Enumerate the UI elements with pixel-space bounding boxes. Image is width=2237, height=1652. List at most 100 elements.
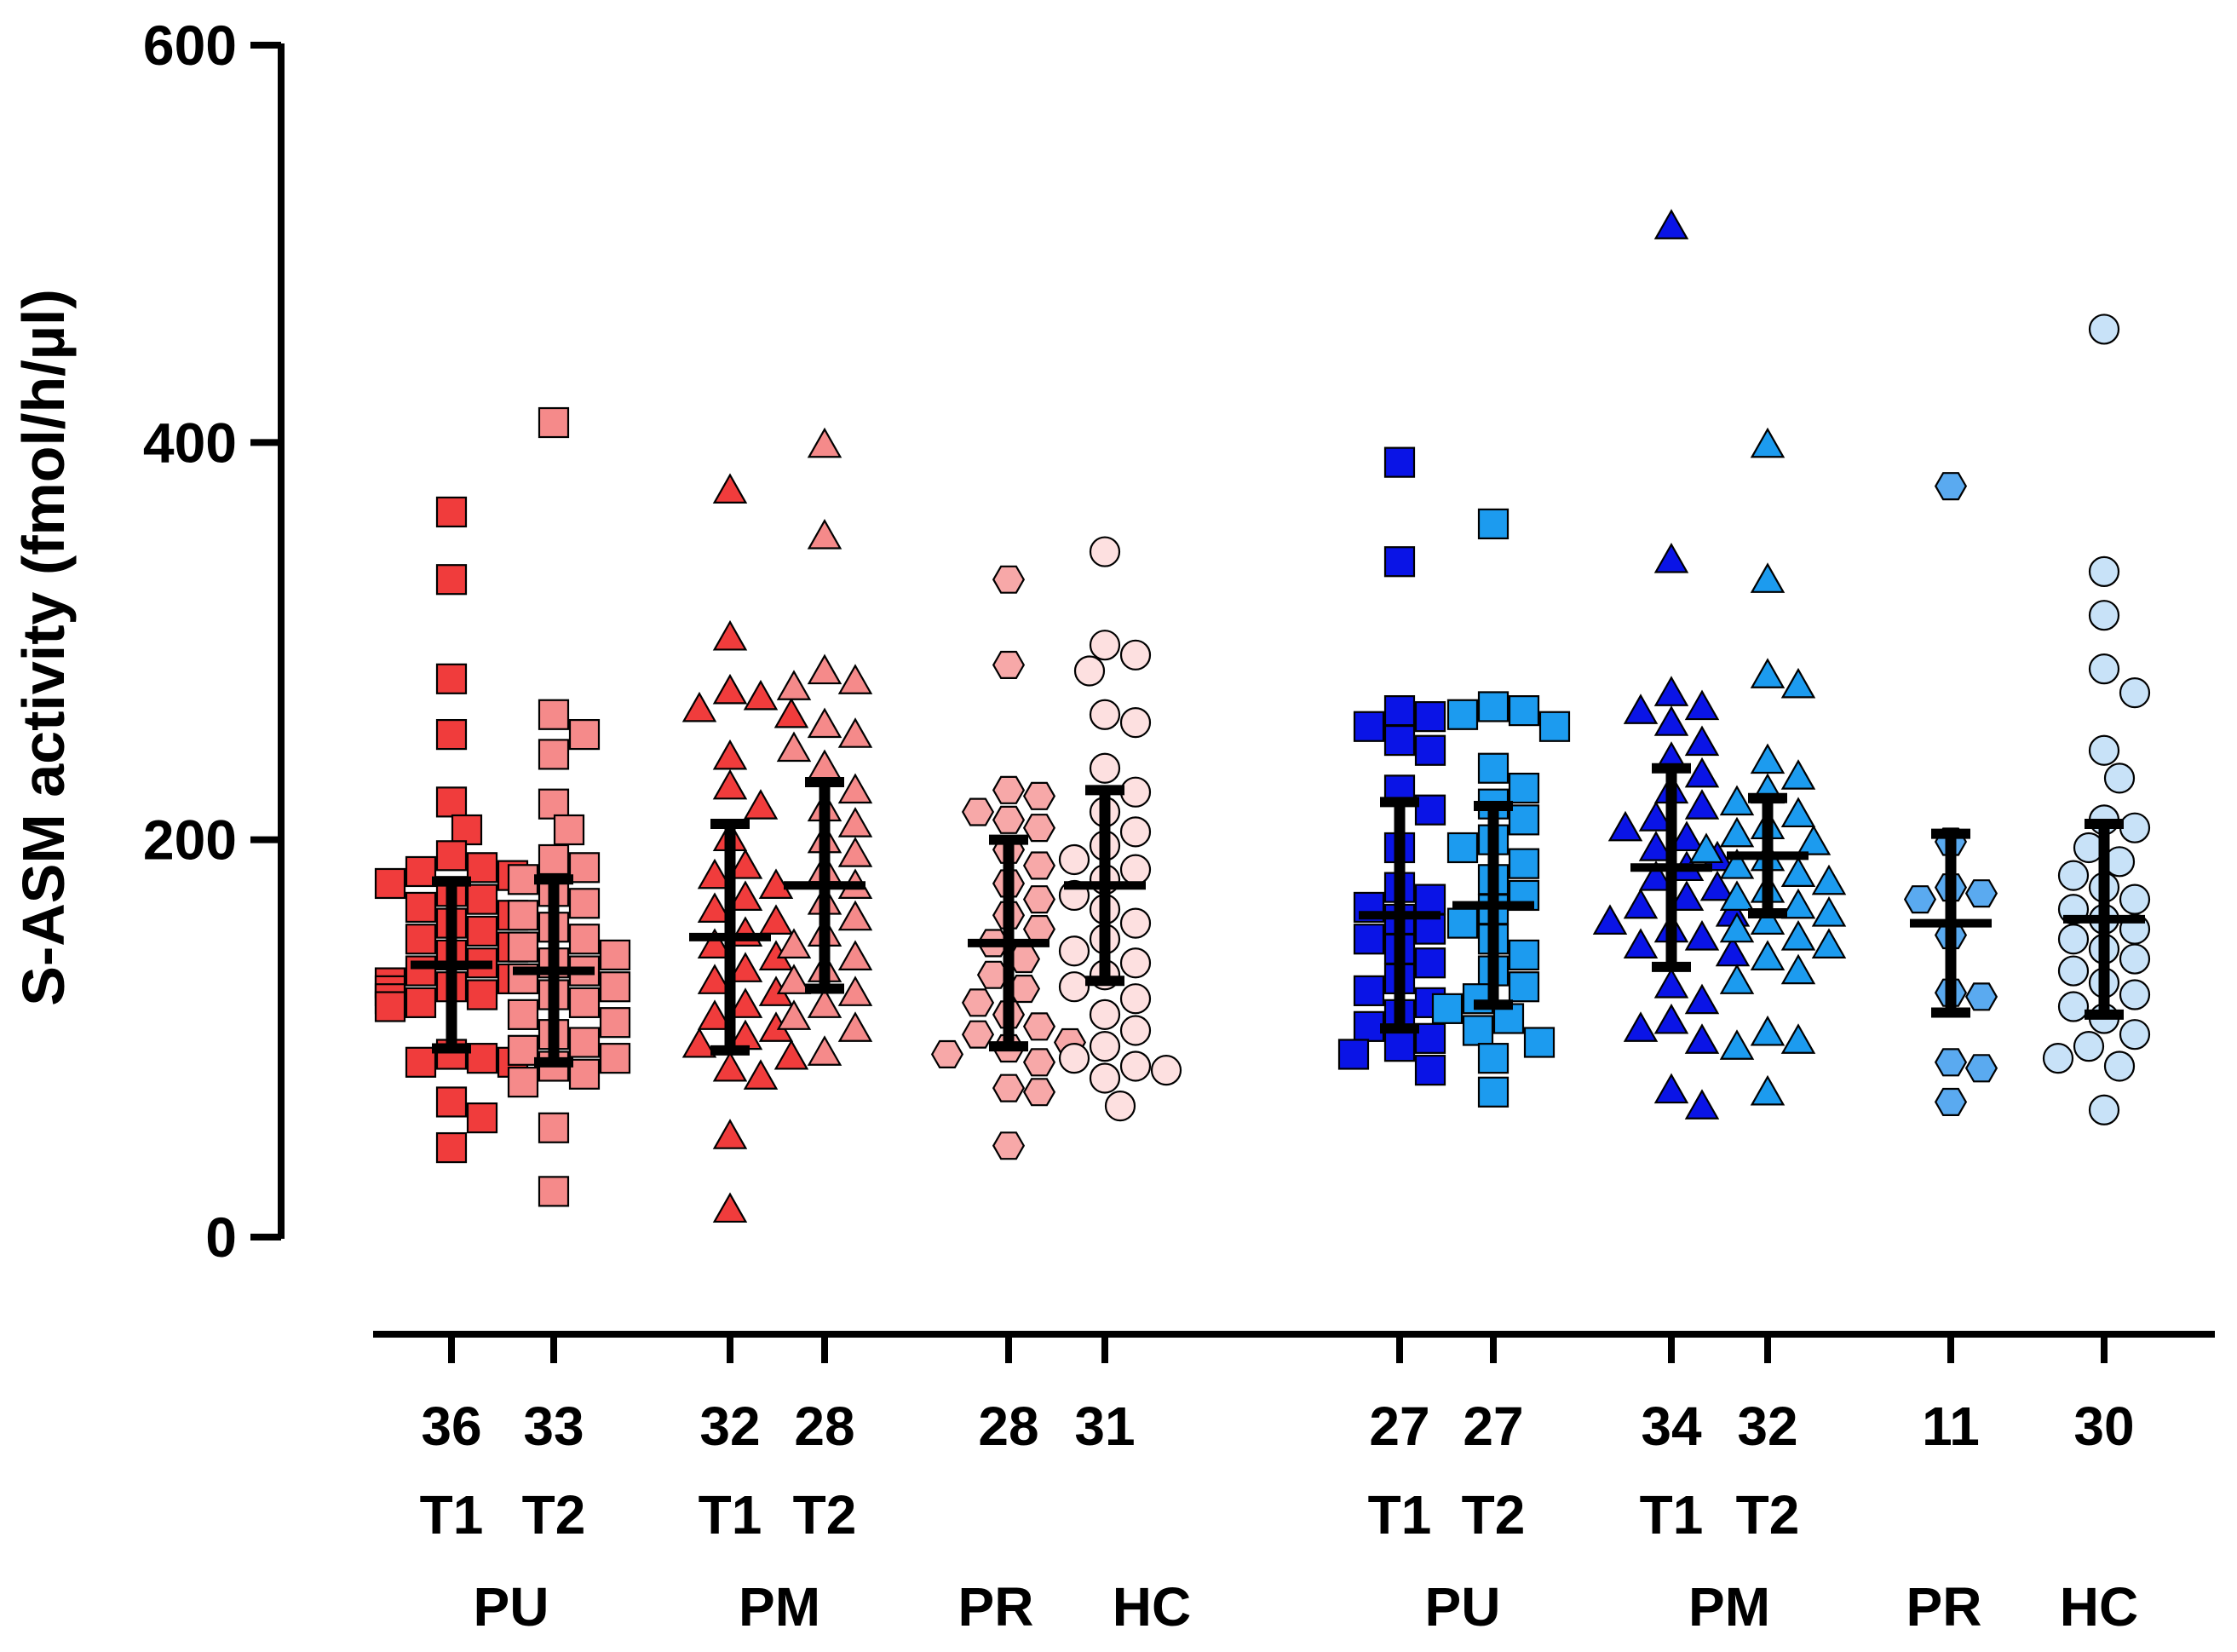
data-point: [1119, 854, 1152, 885]
y-tick-label: 0: [205, 1206, 237, 1269]
data-point: [599, 1007, 631, 1039]
data-point: [1669, 820, 1705, 852]
data-point: [1750, 1074, 1786, 1106]
condition-label: HC: [2060, 1576, 2138, 1638]
data-point: [1119, 776, 1152, 808]
data-point: [1684, 919, 1720, 951]
data-point: [1653, 967, 1689, 999]
data-point: [992, 1131, 1026, 1160]
data-point: [1508, 971, 1540, 1003]
data-point: [2119, 884, 2151, 915]
data-point: [507, 1067, 539, 1098]
data-point: [1414, 734, 1446, 766]
series-g3: [681, 473, 809, 1223]
data-point: [681, 691, 717, 722]
data-point: [1653, 676, 1689, 706]
data-point: [2057, 955, 2090, 987]
data-point: [1653, 1073, 1689, 1104]
data-point: [1719, 785, 1755, 816]
data-point: [1022, 814, 1056, 843]
data-point: [1964, 879, 1998, 908]
y-axis-label: S-ASM activity (fmol/h/µl): [10, 289, 77, 1006]
data-point: [1719, 880, 1755, 911]
data-point: [1119, 983, 1152, 1015]
series-g10: [1688, 427, 1847, 1106]
condition-label: PR: [958, 1576, 1034, 1638]
data-point: [837, 940, 873, 970]
data-point: [1780, 667, 1816, 699]
group-time-label: T2: [793, 1484, 857, 1546]
errorbar-g7: [1359, 797, 1441, 1034]
data-point: [538, 1176, 570, 1207]
data-point: [837, 1011, 873, 1042]
data-point: [1684, 689, 1720, 721]
group-n-label: 33: [523, 1396, 584, 1457]
data-point: [2057, 991, 2090, 1022]
data-point: [2103, 763, 2136, 794]
data-point: [568, 852, 601, 884]
data-point: [712, 739, 748, 770]
data-point: [1780, 797, 1816, 828]
errorbar-g1: [411, 876, 492, 1054]
data-point: [961, 988, 995, 1017]
data-point: [466, 884, 498, 915]
data-point: [1446, 699, 1479, 730]
data-point: [2057, 860, 2090, 891]
data-point: [976, 960, 1010, 989]
data-point: [758, 904, 794, 935]
errorbar-g6: [1064, 785, 1146, 987]
data-point: [961, 1020, 995, 1049]
data-point: [435, 718, 468, 751]
data-point: [1383, 546, 1416, 578]
group-n-label: 36: [421, 1396, 481, 1457]
group-n-label: 32: [1737, 1396, 1797, 1457]
data-point: [1699, 870, 1735, 901]
data-point: [374, 991, 406, 1022]
data-point: [1750, 743, 1786, 774]
data-point: [538, 699, 570, 730]
data-point: [961, 797, 995, 826]
data-point: [1719, 849, 1755, 879]
data-point: [507, 1034, 539, 1066]
data-point: [1903, 885, 1937, 914]
data-point: [712, 673, 748, 705]
series-g7: [1337, 446, 1446, 1086]
data-point: [2088, 734, 2120, 766]
data-point: [697, 858, 733, 889]
data-point: [2057, 924, 2090, 955]
data-point: [712, 619, 748, 651]
data-point: [1477, 1076, 1510, 1108]
data-point: [697, 964, 733, 994]
series-g1: [374, 496, 529, 1164]
data-point: [712, 768, 748, 800]
data-point: [1508, 939, 1540, 971]
data-point: [2119, 677, 2151, 709]
data-point: [1607, 810, 1643, 842]
data-point: [773, 1039, 809, 1070]
data-point: [466, 915, 498, 947]
data-point: [773, 697, 809, 728]
data-point: [405, 987, 437, 1018]
data-point: [837, 900, 873, 931]
data-point: [1414, 701, 1446, 733]
data-point: [1089, 999, 1121, 1030]
group-n-label: 28: [794, 1396, 854, 1457]
data-point: [1964, 982, 1998, 1011]
data-point: [1684, 725, 1720, 757]
data-point: [930, 1039, 964, 1069]
data-point: [837, 773, 873, 804]
data-point: [1508, 695, 1540, 727]
condition-label: PM: [1688, 1576, 1770, 1638]
data-point: [1750, 562, 1786, 593]
data-point: [712, 1192, 748, 1223]
data-point: [1089, 1062, 1121, 1094]
x-axis: [373, 1331, 2215, 1363]
data-point: [1811, 864, 1847, 895]
errorbar-g2: [513, 874, 595, 1068]
data-point: [538, 739, 570, 770]
data-point: [1508, 804, 1540, 836]
data-point: [1058, 971, 1090, 1003]
data-point: [2042, 1043, 2074, 1074]
y-tick-label: 200: [143, 809, 237, 872]
errorbar-g9: [1630, 763, 1712, 972]
